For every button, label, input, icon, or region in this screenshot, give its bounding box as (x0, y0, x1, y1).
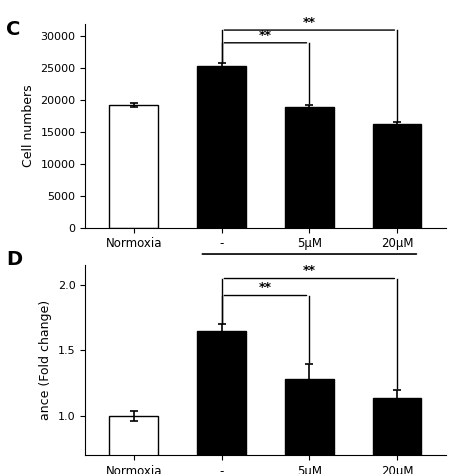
Text: **: ** (303, 264, 316, 277)
Text: D: D (6, 250, 22, 269)
Text: **: ** (303, 16, 316, 29)
Bar (373, 124, 421, 228)
Text: Hypoxia: Hypoxia (281, 265, 337, 278)
Bar (109, 416, 158, 474)
Text: **: ** (259, 28, 272, 42)
Text: **: ** (259, 281, 272, 294)
Bar (285, 379, 334, 474)
Y-axis label: ance (Fold change): ance (Fold change) (39, 300, 52, 420)
Y-axis label: Cell numbers: Cell numbers (22, 84, 35, 167)
Text: C: C (6, 19, 20, 38)
Bar (197, 66, 246, 228)
Bar (109, 105, 158, 228)
Bar (373, 398, 421, 474)
Bar (285, 107, 334, 228)
Bar (197, 331, 246, 474)
